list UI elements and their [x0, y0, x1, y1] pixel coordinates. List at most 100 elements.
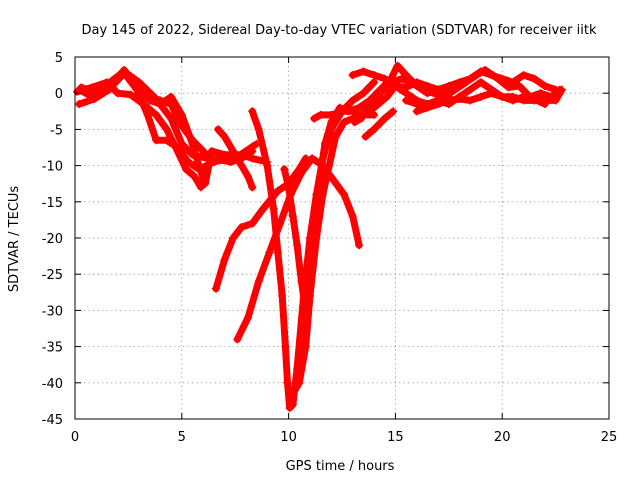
data-point [214, 125, 223, 134]
y-tick-label: -5 [50, 123, 63, 138]
data-point [348, 96, 357, 105]
data-point [254, 125, 263, 134]
series-trace-14 [361, 107, 398, 141]
data-point [297, 277, 306, 286]
data-point [207, 147, 216, 156]
y-tick-label: -25 [42, 268, 63, 283]
data-point [263, 161, 272, 170]
y-axis: 5 0 -5 -10 -15 -20 -25 -30 -35 -40 -45 [42, 51, 609, 428]
series-trace-8 [233, 154, 364, 344]
x-tick-label: 20 [494, 430, 511, 445]
data-point [265, 248, 274, 257]
trace-core [293, 84, 451, 392]
data-point [233, 335, 242, 344]
x-tick-label: 25 [601, 430, 618, 445]
data-point [466, 74, 475, 83]
data-point [167, 92, 176, 101]
data-point [397, 74, 406, 83]
data-point [434, 85, 443, 94]
data-point [530, 94, 539, 103]
data-point [199, 147, 208, 156]
x-tick-label: 15 [387, 430, 404, 445]
data-point [455, 94, 464, 103]
data-point [370, 78, 379, 87]
data-point [363, 103, 372, 112]
data-point [248, 183, 257, 192]
data-point [508, 78, 517, 87]
data-point [340, 190, 349, 199]
data-point [444, 81, 453, 90]
data-point [355, 241, 364, 250]
data-point [423, 103, 432, 112]
data-point [393, 61, 402, 70]
data-point [402, 96, 411, 105]
data-point [301, 342, 310, 351]
data-point [487, 89, 496, 98]
x-tick-label: 5 [178, 430, 186, 445]
data-point [254, 277, 263, 286]
data-point [273, 248, 282, 257]
data-point [370, 110, 379, 119]
data-point [316, 110, 325, 119]
data-point [423, 81, 432, 90]
data-point [273, 186, 282, 195]
y-tick-label: -30 [42, 304, 63, 319]
data-point [237, 161, 246, 170]
data-point [75, 100, 84, 109]
data-point [359, 67, 368, 76]
data-point [359, 89, 368, 98]
trace-core [353, 68, 562, 124]
data-point [412, 78, 421, 87]
data-point [504, 83, 513, 92]
data-point [318, 190, 327, 199]
data-point [135, 85, 144, 94]
data-point [156, 96, 165, 105]
data-point [73, 87, 82, 96]
data-point [308, 154, 317, 163]
y-tick-label: -35 [42, 341, 63, 356]
y-tick-label: -15 [42, 196, 63, 211]
data-point [211, 284, 220, 293]
data-point [280, 165, 289, 174]
data-point [190, 172, 199, 181]
data-point [288, 400, 297, 409]
x-tick-label: 0 [71, 430, 79, 445]
data-point [515, 81, 524, 90]
y-tick-label: -45 [42, 413, 63, 428]
data-point [312, 234, 321, 242]
data-point [374, 100, 383, 109]
data-point [248, 219, 257, 228]
data-point [305, 291, 314, 300]
data-point [269, 205, 278, 214]
data-point [244, 313, 253, 322]
data-point [540, 81, 549, 90]
series-trace-17 [412, 89, 549, 116]
data-point [498, 92, 507, 101]
data-point [361, 132, 370, 141]
data-point [182, 165, 191, 174]
data-point [220, 132, 229, 141]
data-point [466, 85, 475, 94]
trace-core [214, 156, 308, 291]
trace-core [75, 80, 203, 189]
data-point [558, 85, 567, 94]
data-point [229, 147, 238, 156]
data-point [331, 132, 340, 141]
data-point [145, 92, 154, 101]
y-axis-label: SDTVAR / TECUs [7, 186, 22, 293]
data-point [370, 125, 379, 134]
data-point [508, 96, 517, 105]
data-point [519, 71, 528, 80]
data-point [519, 92, 528, 101]
data-point [188, 136, 197, 145]
data-point [536, 89, 545, 98]
trace-core [364, 109, 395, 139]
data-point [288, 212, 297, 221]
data-point [350, 118, 359, 127]
data-point [152, 136, 161, 145]
data-point [295, 378, 304, 387]
data-point [376, 89, 385, 98]
data-point [329, 176, 338, 185]
data-point [229, 234, 238, 242]
